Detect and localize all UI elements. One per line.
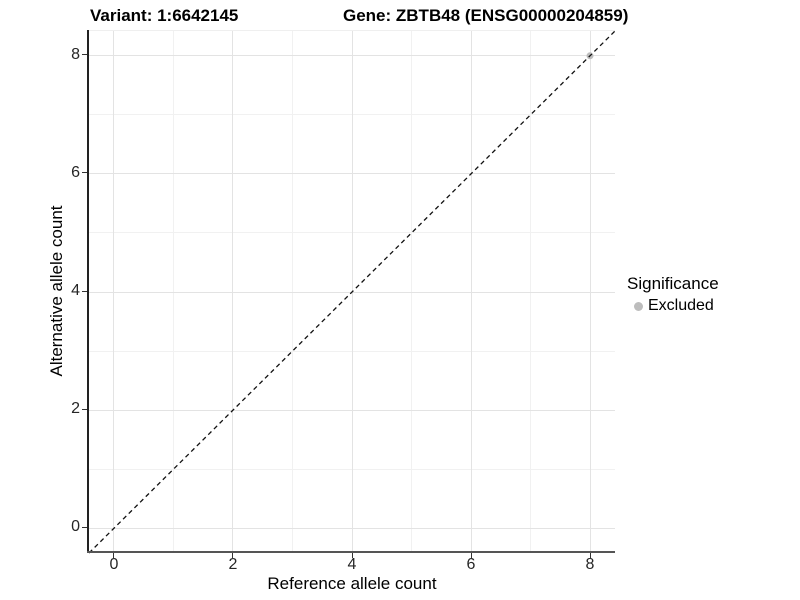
y-tick — [82, 54, 87, 56]
y-tick — [82, 172, 87, 174]
chart-panel — [88, 30, 616, 554]
y-tick-label: 4 — [71, 282, 80, 299]
y-tick-label: 2 — [71, 400, 80, 418]
y-axis-line — [87, 30, 89, 553]
legend: Significance Excluded — [627, 274, 719, 315]
x-tick — [589, 553, 591, 558]
x-tick — [351, 553, 353, 558]
y-tick — [82, 408, 87, 410]
x-tick — [113, 553, 115, 558]
x-tick — [470, 553, 472, 558]
y-tick — [82, 290, 87, 292]
x-tick — [232, 553, 234, 558]
x-axis-title: Reference allele count — [267, 574, 437, 593]
legend-item-label: Excluded — [648, 297, 714, 314]
plot-layer — [88, 30, 616, 554]
y-tick-label: 0 — [71, 518, 80, 536]
y-tick-label: 6 — [71, 163, 80, 181]
x-tick-label: 2 — [228, 556, 238, 573]
gene-title: Gene: ZBTB48 (ENSG00000204859) — [343, 6, 629, 25]
x-tick-label: 0 — [109, 556, 119, 573]
y-tick — [82, 526, 87, 528]
legend-title: Significance — [627, 274, 719, 293]
x-axis-line — [87, 551, 615, 553]
x-tick-label: 6 — [466, 556, 476, 573]
legend-item-excluded: Excluded — [627, 297, 719, 315]
legend-point-icon — [634, 301, 643, 311]
x-tick-label: 8 — [585, 556, 595, 573]
variant-title: Variant: 1:6642145 — [90, 6, 239, 25]
y-tick-label: 8 — [71, 45, 80, 63]
x-tick-label: 4 — [347, 556, 357, 573]
identity-dashed-line — [88, 30, 616, 554]
